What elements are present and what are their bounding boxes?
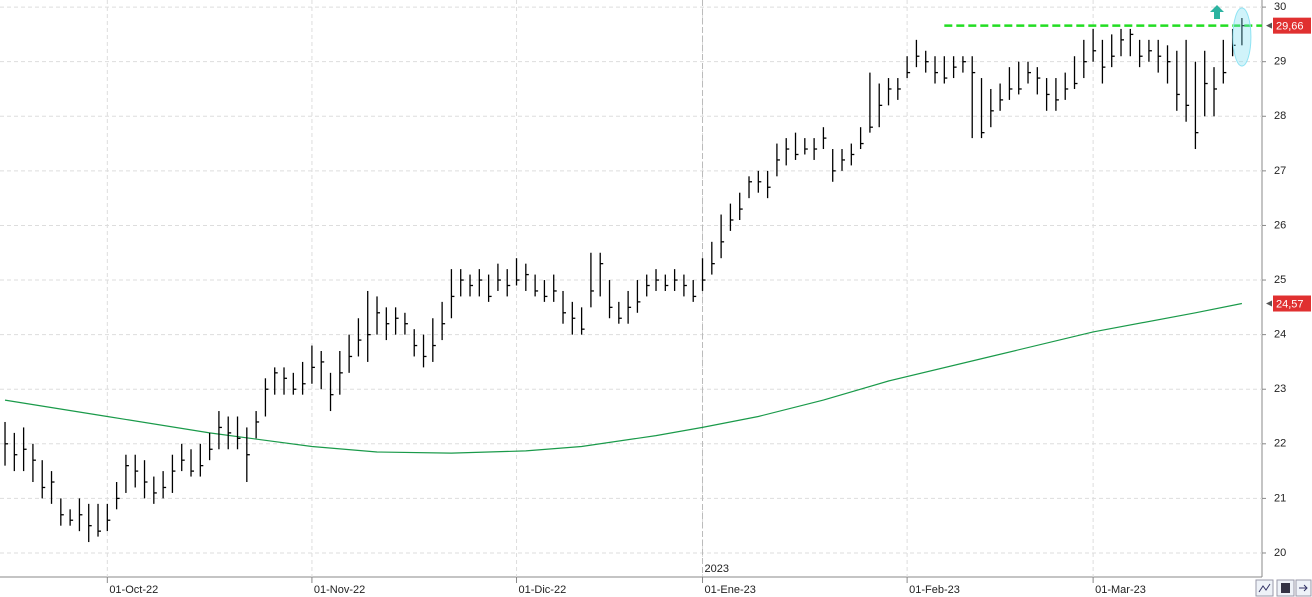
price-label: 24,57 (1276, 298, 1304, 310)
y-tick-label: 26 (1274, 219, 1286, 231)
y-tick-label: 25 (1274, 274, 1286, 286)
x-tick-label: 01-Feb-23 (909, 584, 960, 596)
y-tick-label: 24 (1274, 329, 1286, 341)
y-tick-label: 27 (1274, 165, 1286, 177)
y-tick-label: 30 (1274, 1, 1286, 13)
y-tick-label: 22 (1274, 438, 1286, 450)
year-label: 2023 (705, 563, 729, 575)
y-tick-label: 20 (1274, 547, 1286, 559)
x-tick-label: 01-Oct-22 (109, 584, 158, 596)
price-label-box (1273, 17, 1311, 34)
signal-arrow (1210, 5, 1224, 19)
x-tick-label: 01-Ene-23 (705, 584, 756, 596)
y-tick-label: 23 (1274, 383, 1286, 395)
y-tick-label: 28 (1274, 110, 1286, 122)
y-tick-label: 21 (1274, 492, 1286, 504)
toolbar-icon (1299, 584, 1308, 592)
price-pointer (1266, 300, 1272, 307)
price-label: 29,66 (1276, 21, 1304, 33)
price-pointer (1266, 22, 1272, 29)
price-label-box (1273, 295, 1311, 312)
toolbar-icon (1258, 583, 1271, 593)
toolbar-icon (1281, 583, 1290, 593)
y-tick-label: 29 (1274, 56, 1286, 68)
highlight (1232, 7, 1252, 67)
x-tick-label: 01-Mar-23 (1095, 584, 1146, 596)
x-tick-label: 01-Dic-22 (519, 584, 567, 596)
x-tick-label: 01-Nov-22 (314, 584, 365, 596)
toolbar (1255, 579, 1312, 597)
moving-average (4, 302, 1243, 454)
